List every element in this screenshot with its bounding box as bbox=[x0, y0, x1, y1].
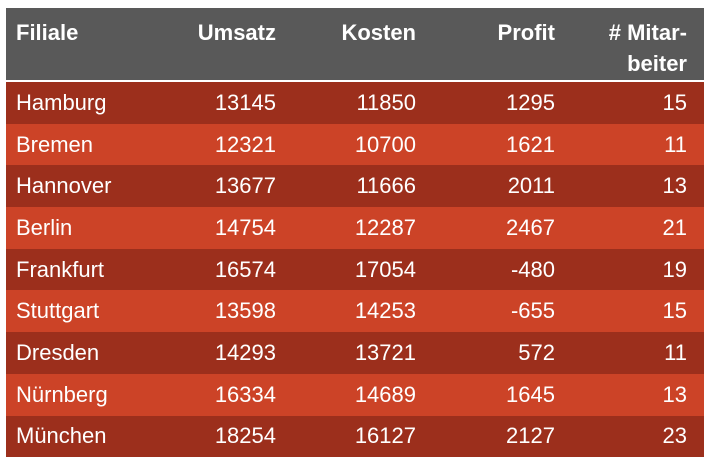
cell-profit: -655 bbox=[510, 298, 555, 324]
cell-profit: 1645 bbox=[506, 381, 555, 407]
cell-mitarbeiter: 11 bbox=[664, 131, 687, 157]
cell-mitarbeiter: 21 bbox=[662, 214, 687, 240]
cell-mitarbeiter: 11 bbox=[664, 339, 687, 365]
table-row: Hannover 13677 11666 2011 13 bbox=[6, 165, 704, 208]
cell-filiale: Nürnberg bbox=[16, 381, 108, 407]
cell-profit: 1621 bbox=[506, 131, 555, 157]
cell-profit: 2011 bbox=[507, 173, 555, 199]
cell-filiale: Hannover bbox=[16, 173, 112, 199]
cell-kosten: 10700 bbox=[354, 131, 416, 157]
cell-filiale: Bremen bbox=[16, 131, 94, 157]
cell-kosten: 13721 bbox=[354, 339, 416, 365]
header-mitarbeiter-line1: # Mitar- bbox=[608, 20, 687, 45]
cell-profit: 572 bbox=[518, 339, 555, 365]
table-row: Nürnberg 16334 14689 1645 13 bbox=[6, 373, 704, 416]
table-header: Filiale Umsatz Kosten Profit # Mitar- be… bbox=[6, 8, 704, 82]
cell-umsatz: 16574 bbox=[214, 256, 276, 282]
table-row: München 18254 16127 2127 23 bbox=[6, 415, 704, 458]
cell-profit: 2467 bbox=[506, 214, 555, 240]
table-row: Berlin 14754 12287 2467 21 bbox=[6, 207, 704, 249]
table-row: Stuttgart 13598 14253 -655 15 bbox=[6, 290, 704, 333]
cell-umsatz: 14293 bbox=[214, 339, 276, 365]
header-mitarbeiter: # Mitar- beiter bbox=[555, 8, 695, 80]
table-row: Bremen 12321 10700 1621 11 bbox=[6, 123, 704, 166]
cell-mitarbeiter: 15 bbox=[662, 298, 687, 324]
table-row: Hamburg 13145 11850 1295 15 bbox=[6, 82, 704, 124]
cell-umsatz: 12321 bbox=[214, 131, 276, 157]
cell-mitarbeiter: 13 bbox=[662, 173, 687, 199]
header-mitarbeiter-line2: beiter bbox=[627, 51, 687, 76]
cell-kosten: 16127 bbox=[354, 423, 416, 449]
cell-umsatz: 13677 bbox=[214, 173, 276, 199]
header-profit: Profit bbox=[497, 20, 555, 45]
header-umsatz: Umsatz bbox=[197, 20, 276, 45]
cell-profit: 1295 bbox=[506, 89, 555, 115]
cell-profit: -480 bbox=[510, 256, 555, 282]
cell-mitarbeiter: 15 bbox=[662, 89, 687, 115]
table-row: Dresden 14293 13721 572 11 bbox=[6, 332, 704, 374]
cell-kosten: 14253 bbox=[354, 298, 416, 324]
cell-filiale: Stuttgart bbox=[16, 298, 100, 324]
cell-umsatz: 16334 bbox=[214, 381, 276, 407]
table-row: Frankfurt 16574 17054 -480 19 bbox=[6, 248, 704, 291]
cell-filiale: Hamburg bbox=[16, 89, 107, 115]
cell-umsatz: 13145 bbox=[214, 89, 276, 115]
cell-kosten: 11850 bbox=[356, 89, 416, 115]
cell-kosten: 17054 bbox=[354, 256, 416, 282]
cell-filiale: Berlin bbox=[16, 214, 73, 240]
cell-kosten: 12287 bbox=[354, 214, 416, 240]
cell-umsatz: 13598 bbox=[214, 298, 276, 324]
cell-kosten: 14689 bbox=[354, 381, 416, 407]
cell-kosten: 11666 bbox=[356, 173, 416, 199]
cell-umsatz: 18254 bbox=[214, 423, 276, 449]
cell-mitarbeiter: 19 bbox=[662, 256, 687, 282]
cell-mitarbeiter: 23 bbox=[662, 423, 687, 449]
cell-profit: 2127 bbox=[506, 423, 555, 449]
data-table: Filiale Umsatz Kosten Profit # Mitar- be… bbox=[6, 8, 704, 458]
header-filiale: Filiale bbox=[16, 20, 79, 45]
cell-filiale: München bbox=[16, 423, 107, 449]
cell-mitarbeiter: 13 bbox=[662, 381, 687, 407]
header-kosten: Kosten bbox=[341, 20, 416, 45]
cell-filiale: Frankfurt bbox=[16, 256, 105, 282]
cell-umsatz: 14754 bbox=[214, 214, 276, 240]
cell-filiale: Dresden bbox=[16, 339, 100, 365]
